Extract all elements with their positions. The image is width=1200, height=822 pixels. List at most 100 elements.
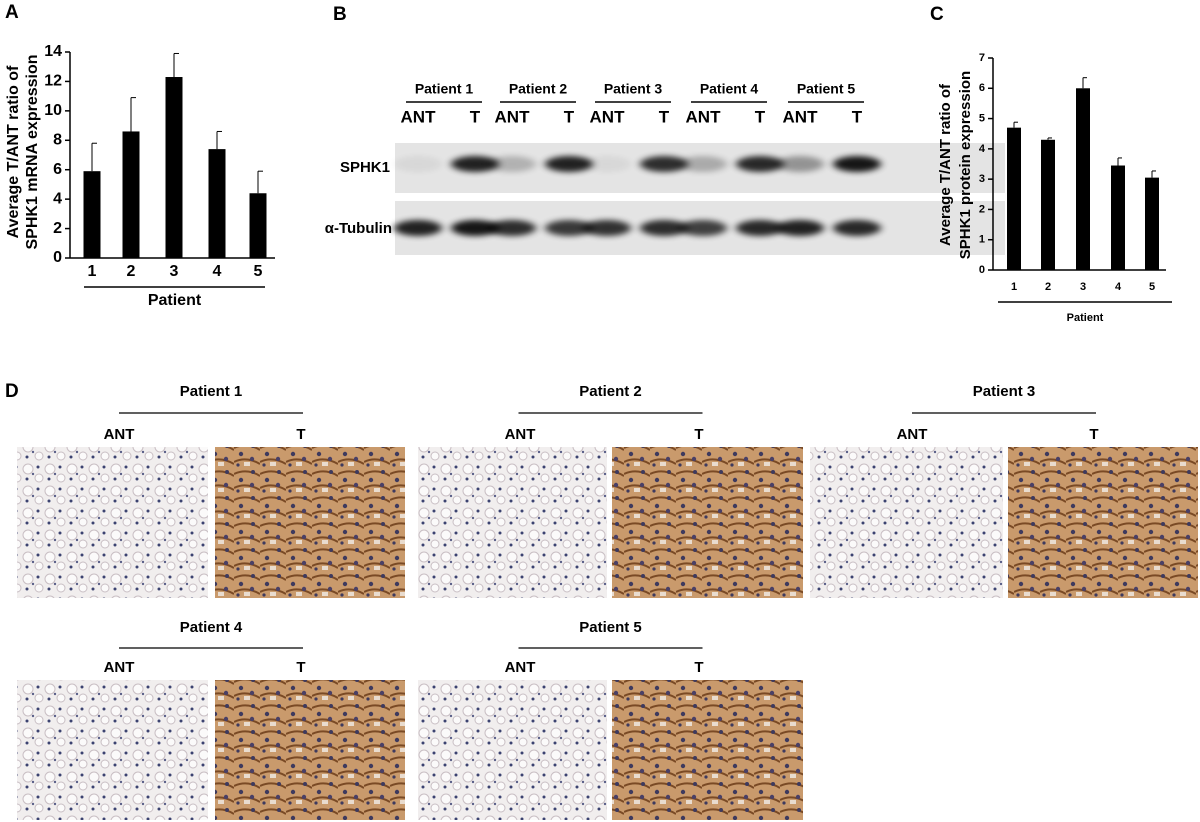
ihc-image [1008, 447, 1198, 598]
bar [1111, 165, 1125, 270]
lane-label: ANT [104, 659, 135, 676]
lane-label: ANT [104, 426, 135, 443]
x-tick-label: 4 [213, 263, 222, 280]
lane-label: ANT [686, 107, 722, 126]
blot-band [776, 156, 824, 172]
x-tick-label: 3 [170, 263, 179, 280]
ihc-group-label: Patient 2 [579, 383, 642, 400]
lane-label: T [694, 426, 703, 443]
ihc-image [418, 680, 607, 820]
bar [1041, 139, 1055, 270]
y-tick-label: 0 [53, 249, 62, 266]
y-tick-label: 1 [979, 234, 985, 246]
lane-label: ANT [897, 426, 928, 443]
lane-label: ANT [505, 426, 536, 443]
y-axis-label: Average T/ANT ratio of [5, 65, 22, 238]
y-tick-label: 12 [44, 73, 62, 90]
lane-label: ANT [495, 107, 531, 126]
lane-label: ANT [590, 107, 626, 126]
blot-band [776, 220, 824, 236]
x-tick-label: 2 [1045, 281, 1051, 293]
lane-label: ANT [505, 659, 536, 676]
blot-band [394, 220, 442, 236]
bar [208, 149, 226, 258]
panel-label: A [5, 2, 19, 23]
lane-label: T [694, 659, 703, 676]
ihc-group-label: Patient 3 [973, 383, 1036, 400]
blot-band [833, 156, 881, 172]
y-tick-label: 4 [979, 143, 986, 155]
y-axis-label: Average T/ANT ratio of [937, 83, 954, 246]
ihc-image [215, 447, 405, 598]
bar [1076, 88, 1090, 271]
lane-label: ANT [783, 107, 819, 126]
blot-row-label: α-Tubulin [325, 220, 392, 237]
ihc-group-label: Patient 1 [180, 383, 243, 400]
bar [83, 171, 101, 258]
ihc-image [17, 447, 208, 598]
bar [1007, 127, 1021, 271]
x-axis-label: Patient [1067, 312, 1104, 324]
x-tick-label: 4 [1115, 281, 1122, 293]
y-tick-label: 7 [979, 52, 985, 64]
ihc-image [215, 680, 405, 820]
blot-band [451, 220, 499, 236]
ihc-group-label: Patient 5 [579, 619, 642, 636]
lane-label: T [470, 107, 481, 126]
lane-label: ANT [401, 107, 437, 126]
blot-band [736, 156, 784, 172]
lane-label: T [296, 659, 305, 676]
blot-band [583, 220, 631, 236]
y-tick-label: 4 [53, 190, 62, 207]
blot-band [545, 220, 593, 236]
bar [249, 193, 267, 258]
y-tick-label: 5 [979, 112, 985, 124]
y-axis-label: SPHK1 protein expression [957, 71, 974, 259]
blot-band [640, 156, 688, 172]
lane-label: T [1089, 426, 1098, 443]
blot-band [736, 220, 784, 236]
blot-band [451, 156, 499, 172]
blot-band [488, 220, 536, 236]
panel-label: B [333, 4, 347, 25]
blot-band [679, 220, 727, 236]
blot-row-label: SPHK1 [340, 159, 390, 176]
ihc-image [612, 680, 803, 820]
x-axis-label: Patient [148, 292, 202, 309]
x-tick-label: 5 [254, 263, 263, 280]
blot-band [833, 220, 881, 236]
y-tick-label: 0 [979, 264, 985, 276]
ihc-image [810, 447, 1003, 598]
lane-label: T [852, 107, 863, 126]
blot-group-label: Patient 1 [415, 81, 474, 97]
x-tick-label: 2 [127, 263, 136, 280]
panel-label: D [5, 381, 19, 402]
ihc-image [17, 680, 208, 820]
y-tick-label: 10 [44, 102, 62, 119]
blot-band [583, 156, 631, 172]
y-tick-label: 6 [53, 161, 62, 178]
blot-group-label: Patient 4 [700, 81, 759, 97]
blot-band [640, 220, 688, 236]
lane-label: T [296, 426, 305, 443]
x-tick-label: 1 [88, 263, 97, 280]
blot-band [679, 156, 727, 172]
x-tick-label: 3 [1080, 281, 1086, 293]
blot-group-label: Patient 2 [509, 81, 568, 97]
ihc-image [612, 447, 803, 598]
y-tick-label: 2 [979, 203, 985, 215]
y-axis-label: SPHK1 mRNA expression [24, 54, 41, 249]
blot-group-label: Patient 5 [797, 81, 856, 97]
y-tick-label: 2 [53, 220, 62, 237]
y-tick-label: 8 [53, 132, 62, 149]
y-tick-label: 3 [979, 173, 985, 185]
ihc-group-label: Patient 4 [180, 619, 243, 636]
bar [122, 131, 140, 258]
ihc-image [418, 447, 607, 598]
y-tick-label: 14 [44, 43, 62, 60]
blot-band [545, 156, 593, 172]
lane-label: T [564, 107, 575, 126]
blot-band [394, 156, 442, 172]
y-tick-label: 6 [979, 82, 985, 94]
